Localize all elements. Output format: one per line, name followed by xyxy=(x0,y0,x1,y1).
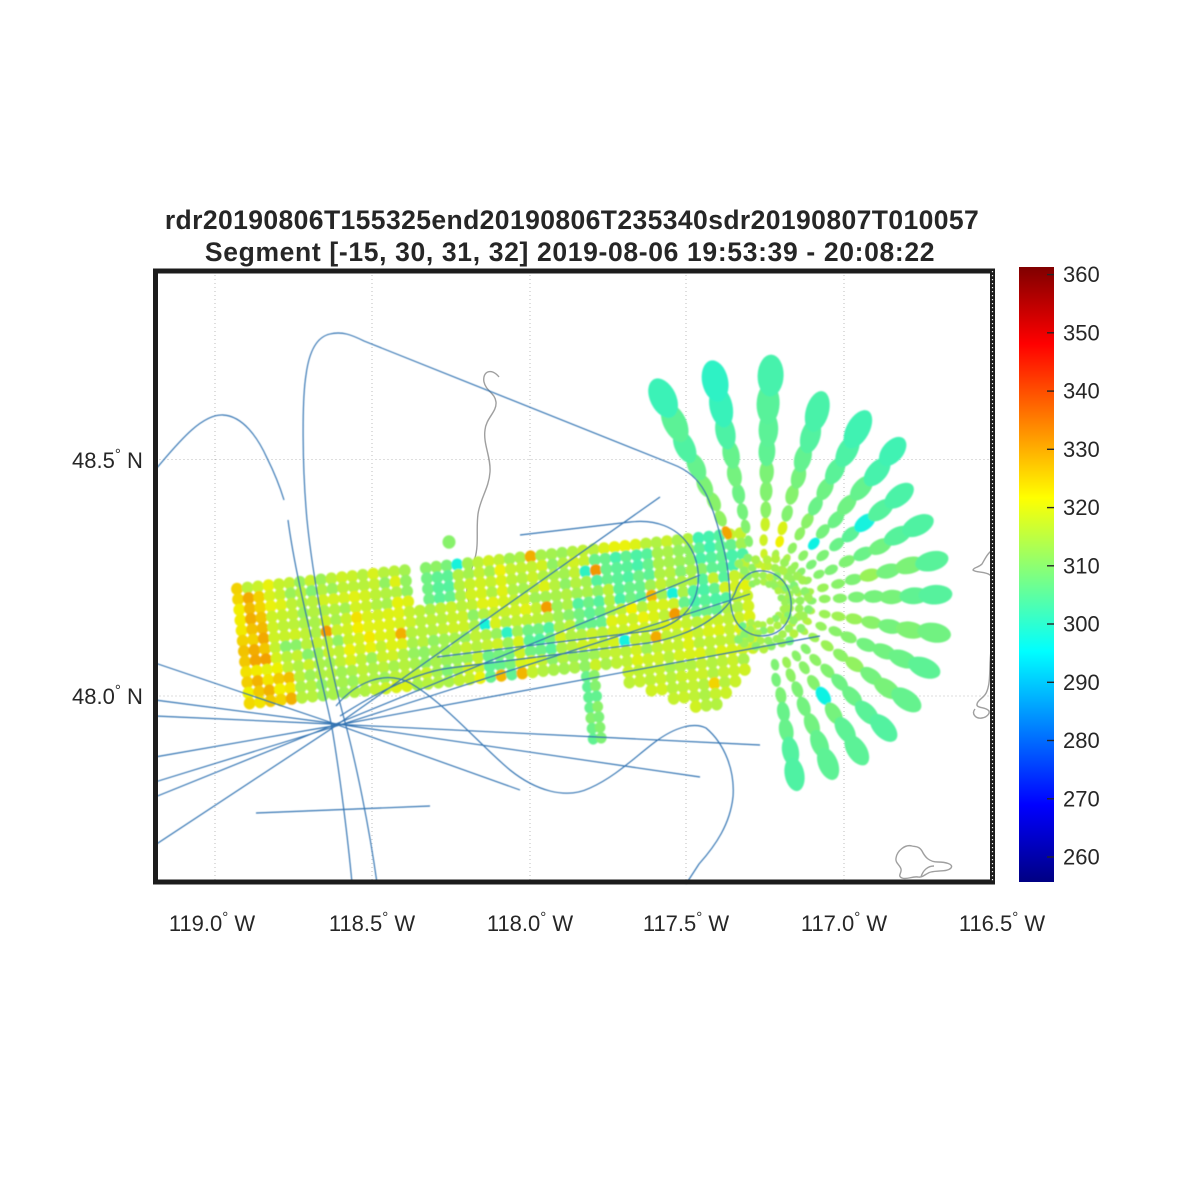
svg-text:270: 270 xyxy=(1063,786,1100,811)
svg-text:119.0° W: 119.0° W xyxy=(169,909,256,936)
svg-text:320: 320 xyxy=(1063,495,1100,520)
svg-text:rdr20190806T155325end20190806T: rdr20190806T155325end20190806T235340sdr2… xyxy=(165,205,979,235)
svg-text:117.5° W: 117.5° W xyxy=(643,909,730,936)
svg-text:330: 330 xyxy=(1063,437,1100,462)
svg-text:117.0° W: 117.0° W xyxy=(801,909,888,936)
svg-text:118.5° W: 118.5° W xyxy=(329,909,416,936)
svg-text:Segment [-15, 30, 31, 32] 2019: Segment [-15, 30, 31, 32] 2019-08-06 19:… xyxy=(205,237,935,267)
svg-text:116.5° W: 116.5° W xyxy=(959,909,1046,936)
svg-text:260: 260 xyxy=(1063,845,1100,870)
svg-text:280: 280 xyxy=(1063,728,1100,753)
svg-text:340: 340 xyxy=(1063,379,1100,404)
svg-text:48.5° N: 48.5° N xyxy=(72,446,143,473)
svg-text:300: 300 xyxy=(1063,612,1100,637)
svg-text:310: 310 xyxy=(1063,553,1100,578)
svg-text:350: 350 xyxy=(1063,320,1100,345)
svg-text:118.0° W: 118.0° W xyxy=(487,909,574,936)
svg-text:360: 360 xyxy=(1063,262,1100,287)
svg-text:48.0° N: 48.0° N xyxy=(72,682,143,709)
svg-text:290: 290 xyxy=(1063,670,1100,695)
